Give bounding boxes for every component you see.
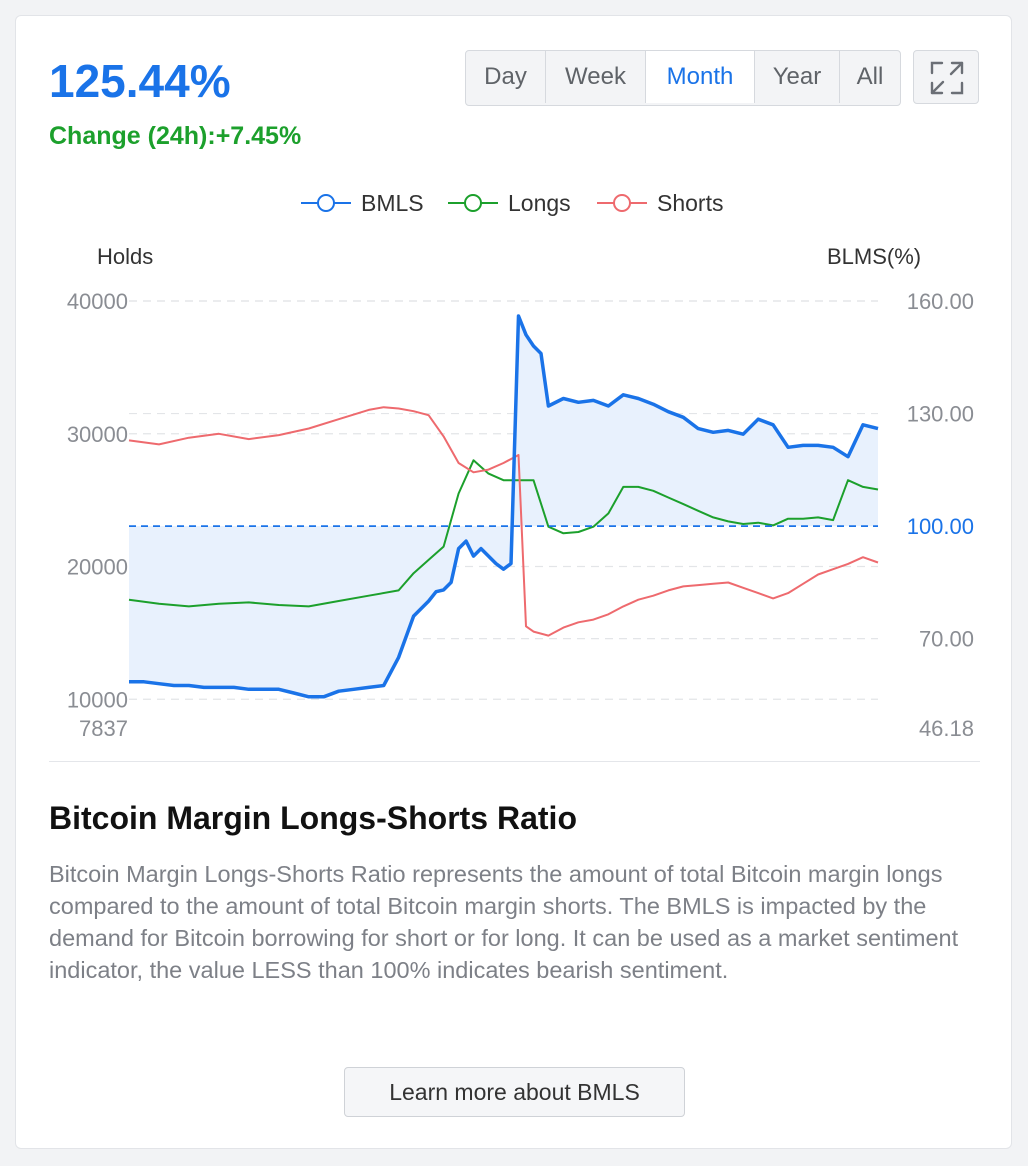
reference-label: 100.00 — [907, 514, 974, 539]
fullscreen-button[interactable] — [913, 50, 979, 104]
range-week-button[interactable]: Week — [546, 51, 646, 103]
bmls-card: 125.44% Change (24h):+7.45% Day Week Mon… — [15, 15, 1012, 1149]
legend-marker-bmls — [301, 194, 351, 212]
left-tick-label: 30000 — [67, 422, 128, 447]
expand-arrows-icon — [930, 61, 964, 95]
learn-more-button[interactable]: Learn more about BMLS — [344, 1067, 685, 1117]
right-axis-title: BLMS(%) — [827, 244, 922, 269]
description-title: Bitcoin Margin Longs-Shorts Ratio — [49, 800, 577, 836]
description-text: Bitcoin Margin Longs-Shorts Ratio repres… — [49, 861, 959, 983]
left-tick-label: 20000 — [67, 555, 128, 580]
legend-label-longs: Longs — [508, 189, 571, 216]
range-all-button[interactable]: All — [856, 63, 884, 90]
left-tick-label: 10000 — [67, 687, 128, 712]
chart-legend: BMLS Longs Shorts — [16, 186, 1013, 220]
change-24h-value: +7.45% — [215, 122, 302, 150]
range-month-button[interactable]: Month — [646, 51, 755, 103]
change-24h-label: Change (24h): — [49, 122, 216, 150]
legend-item-shorts[interactable]: Shorts — [597, 186, 723, 220]
right-tick-label: 46.18 — [919, 716, 974, 741]
legend-label-shorts: Shorts — [657, 189, 724, 216]
legend-marker-shorts — [597, 194, 647, 212]
bmls-chart: 40000 30000 20000 10000 7837 160.00 130.00 100.… — [67, 289, 974, 741]
range-year-button[interactable]: Year — [755, 51, 840, 103]
bmls-area — [129, 316, 878, 697]
series-line-longs — [128, 459, 879, 608]
left-axis-title: Holds — [97, 244, 154, 269]
current-bmls-value: 125.44% — [49, 55, 231, 107]
right-tick-label: 160.00 — [907, 289, 974, 314]
range-day-button[interactable]: Day — [466, 51, 546, 103]
time-range-selector: Day Week Month Year All — [465, 50, 901, 106]
right-tick-label: 130.00 — [907, 402, 974, 427]
series-line-bmls — [129, 314, 879, 699]
legend-label-bmls: BMLS — [361, 189, 424, 216]
left-tick-label: 40000 — [67, 289, 128, 314]
legend-marker-longs — [448, 194, 498, 212]
section-divider — [49, 761, 980, 762]
left-tick-label: 7837 — [79, 716, 128, 741]
series-line-shorts — [128, 406, 879, 637]
right-tick-label: 70.00 — [919, 627, 974, 652]
legend-item-bmls[interactable]: BMLS — [301, 186, 424, 220]
legend-item-longs[interactable]: Longs — [448, 186, 571, 220]
change-24h: Change (24h):+7.45% — [49, 122, 301, 151]
